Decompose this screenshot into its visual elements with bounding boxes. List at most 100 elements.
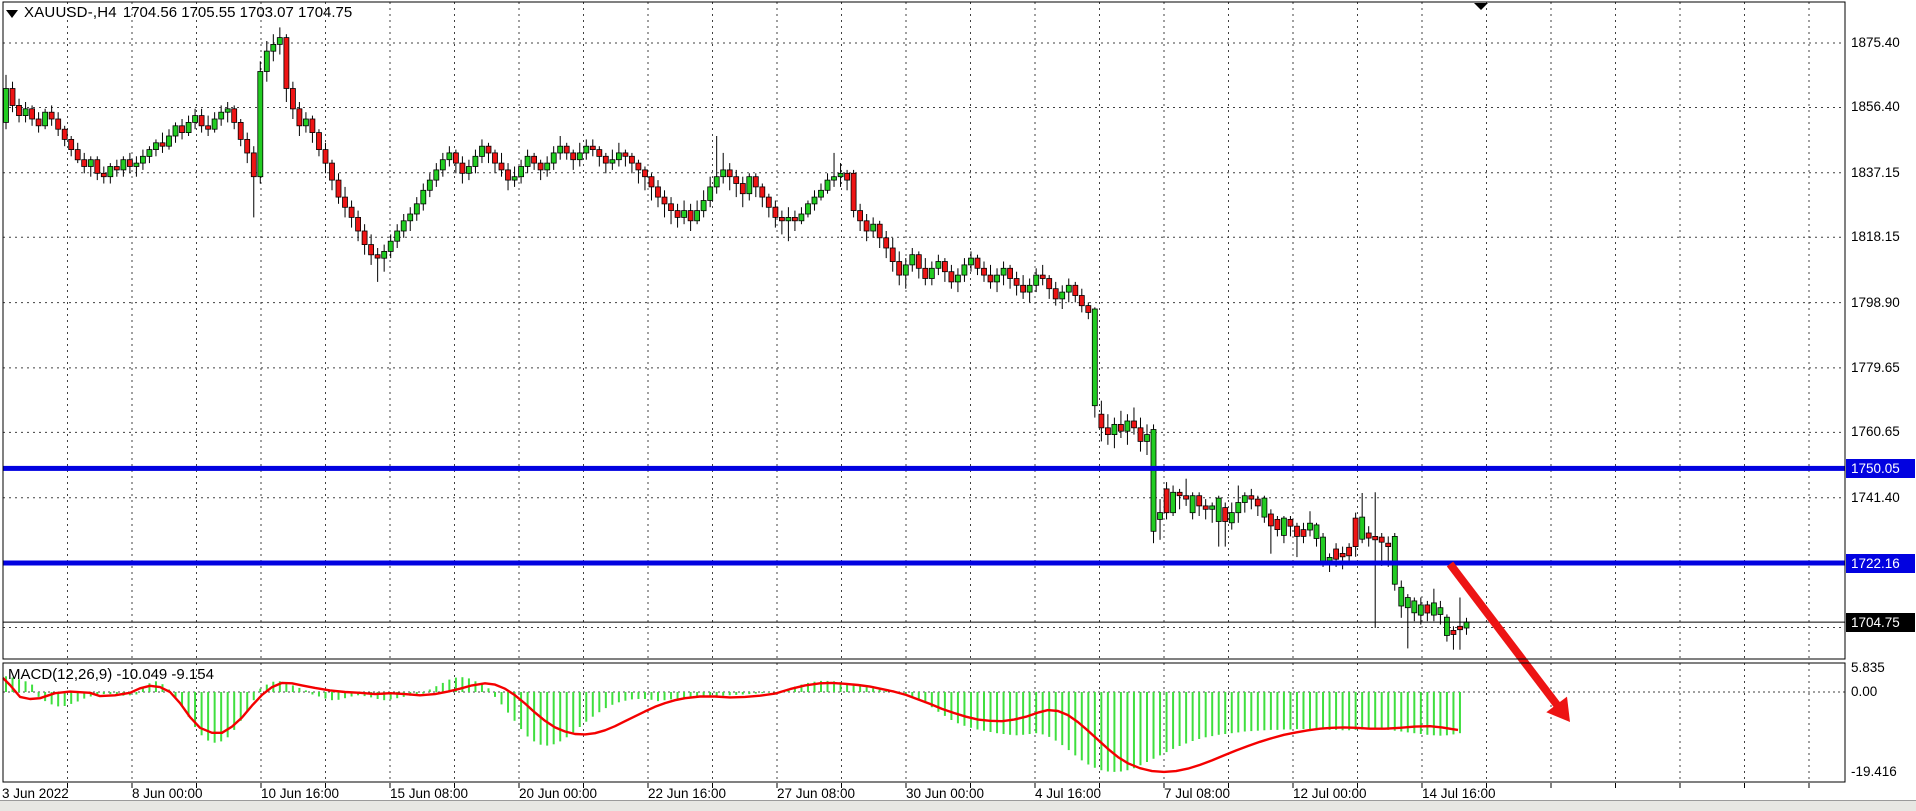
candle-body	[133, 162, 140, 167]
candle-body	[211, 118, 218, 130]
candle-body	[1026, 284, 1033, 293]
symbol-timeframe-label: XAUUSD-,H4	[24, 4, 117, 21]
candle-body	[348, 206, 355, 218]
candlestick-series[interactable]	[3, 27, 1470, 650]
price-axis-tick: 1741.40	[1851, 489, 1900, 505]
candle-body	[1228, 512, 1235, 524]
candle-body	[1339, 553, 1346, 558]
candle-body	[505, 169, 511, 181]
candle-body	[355, 216, 362, 232]
price-axis-tick: 1779.65	[1851, 359, 1900, 375]
candle-body	[61, 128, 68, 140]
candle-body	[1150, 429, 1157, 532]
candle-body	[713, 176, 720, 188]
candle-body	[1294, 525, 1300, 537]
horizontal-line-object[interactable]	[3, 560, 1845, 566]
candle-body	[1072, 284, 1079, 296]
candle-body	[844, 172, 850, 181]
time-axis-label: 27 Jun 08:00	[777, 786, 856, 801]
symbol-dropdown-icon[interactable]	[6, 9, 18, 18]
candle-body	[687, 210, 694, 222]
candle-body	[739, 183, 746, 195]
candle-body	[1241, 495, 1248, 503]
candle-body	[394, 230, 401, 242]
macd-name: MACD(12,26,9)	[8, 666, 113, 683]
candle-body	[1020, 284, 1026, 293]
candle-body	[948, 271, 955, 283]
candle-body	[1170, 491, 1176, 514]
candle-body	[987, 274, 994, 283]
candle-body	[1111, 423, 1118, 435]
candle-body	[1124, 420, 1131, 432]
candle-body	[1287, 519, 1294, 527]
price-axis-tick: 1837.15	[1851, 164, 1900, 180]
candle-body	[1450, 630, 1457, 635]
candle-body	[1007, 267, 1013, 279]
candle-body	[1437, 607, 1444, 615]
candle-body	[1196, 495, 1203, 507]
candle-body	[185, 122, 192, 134]
candle-body	[433, 169, 440, 181]
candle-body	[909, 254, 916, 266]
price-pane-border[interactable]	[2, 1, 1846, 660]
candle-body	[81, 159, 88, 167]
candle-body	[413, 203, 420, 215]
candle-body	[1385, 542, 1392, 548]
time-axis-label: 30 Jun 00:00	[906, 786, 985, 801]
candle-body	[681, 210, 687, 218]
candle-body	[1254, 498, 1261, 507]
candle-body	[850, 172, 857, 212]
candle-body	[531, 155, 537, 164]
candle-body	[1313, 524, 1320, 539]
candle-body	[74, 149, 81, 161]
candle-body	[1307, 522, 1313, 531]
candle-body	[583, 145, 590, 154]
candle-body	[1444, 616, 1450, 636]
candle-body	[452, 152, 459, 164]
candle-body	[16, 105, 22, 117]
candle-body	[1059, 291, 1066, 300]
candle-body	[374, 254, 381, 259]
candle-body	[387, 240, 394, 252]
candle-body	[589, 145, 596, 150]
candle-body	[772, 206, 779, 218]
horizontal-line-object[interactable]	[3, 465, 1845, 471]
candle-body	[113, 166, 120, 171]
candle-body	[87, 159, 94, 167]
candle-body	[935, 261, 942, 269]
candle-body	[1404, 597, 1411, 609]
candle-body	[661, 196, 668, 205]
candle-body	[35, 118, 42, 127]
chart-shift-marker-icon[interactable]	[1474, 3, 1488, 10]
time-axis-label: 4 Jul 16:00	[1035, 786, 1102, 801]
candle-body	[720, 169, 727, 178]
candle-body	[1209, 505, 1216, 510]
macd-histogram	[5, 676, 1461, 772]
trend-arrow-shaft[interactable]	[1446, 561, 1564, 712]
candle-body	[68, 138, 75, 150]
macd-values: -10.049 -9.154	[116, 666, 214, 683]
candle-body	[1157, 512, 1163, 520]
candle-body	[322, 149, 329, 164]
macd-signal-line	[2, 677, 1459, 774]
candle-body	[602, 155, 609, 164]
candle-body	[244, 138, 251, 154]
candle-body	[707, 186, 714, 201]
price-axis-tick: 1760.65	[1851, 424, 1900, 440]
candle-body	[1372, 536, 1379, 541]
hline-price-badge: 1750.05	[1846, 458, 1915, 478]
candle-body	[1411, 600, 1418, 614]
candle-body	[942, 261, 948, 273]
candle-body	[785, 216, 792, 222]
candle-body	[1424, 604, 1431, 614]
candle-body	[616, 152, 622, 161]
candle-body	[55, 118, 62, 130]
macd-pane-border[interactable]	[2, 662, 1846, 783]
candle-body	[302, 118, 309, 127]
candle-body	[922, 267, 929, 279]
candle-body	[622, 152, 629, 157]
candle-body	[153, 142, 159, 151]
trend-arrow-head[interactable]	[1546, 696, 1570, 722]
